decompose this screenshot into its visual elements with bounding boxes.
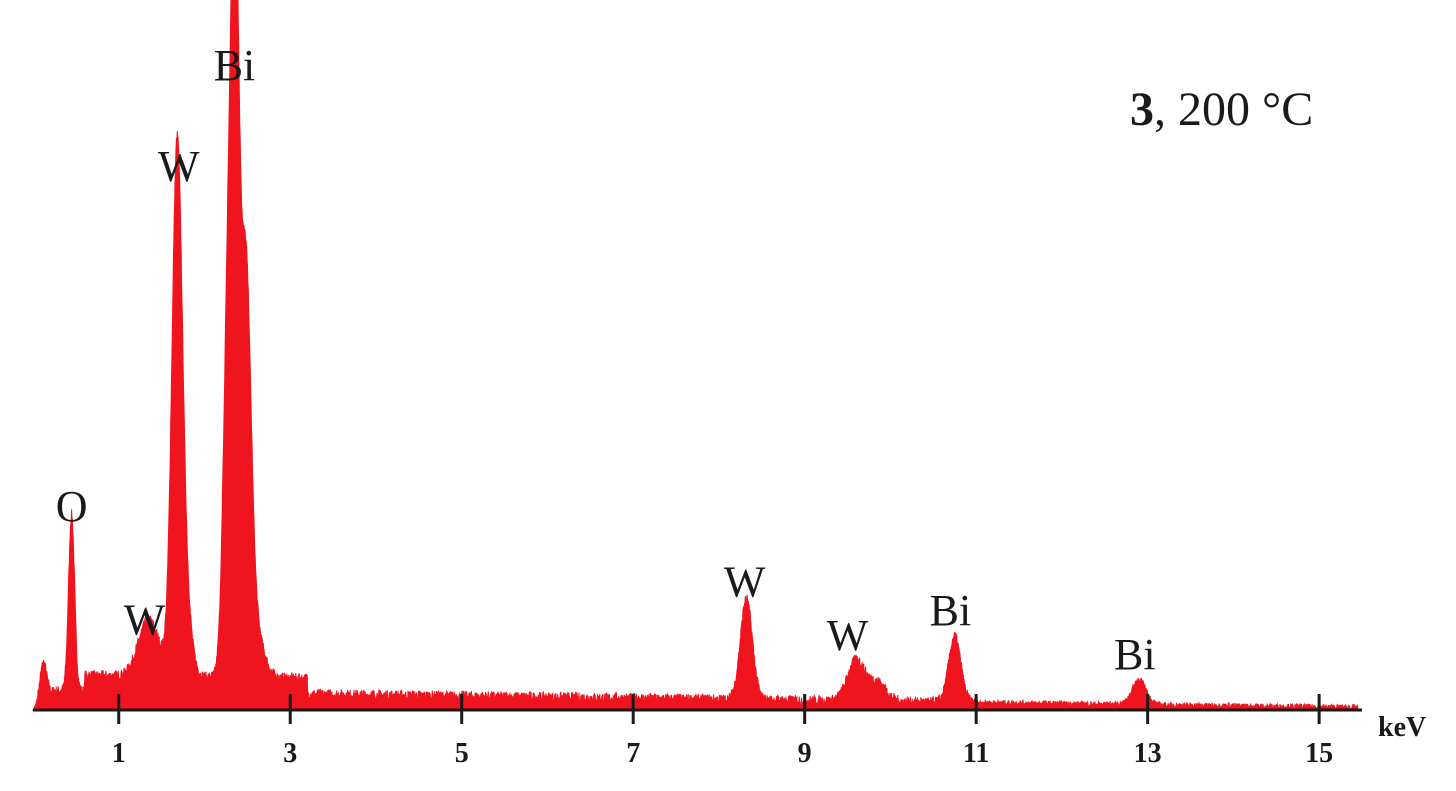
peak-labels: O W W Bi W W Bi Bi xyxy=(56,41,1156,679)
x-tick-label: 11 xyxy=(963,738,989,769)
x-tick-labels: 1 3 5 7 9 11 13 15 xyxy=(112,738,1333,769)
sample-number: 3 xyxy=(1130,83,1154,136)
peak-label: Bi xyxy=(930,586,972,635)
x-tick-label: 1 xyxy=(112,738,126,769)
x-tick-label: 7 xyxy=(626,738,640,769)
spectrum-area xyxy=(32,0,1359,711)
peak-label: Bi xyxy=(214,41,256,90)
sample-label: 3, 200 °C xyxy=(1130,83,1313,136)
x-tick-label: 15 xyxy=(1305,738,1333,769)
peak-label: W xyxy=(124,595,166,644)
sample-condition: , 200 °C xyxy=(1154,83,1313,136)
x-tick-label: 9 xyxy=(798,738,812,769)
peak-label: W xyxy=(827,611,869,660)
x-tick-label: 13 xyxy=(1134,738,1162,769)
x-axis-unit-label: keV xyxy=(1378,712,1426,743)
peak-label: Bi xyxy=(1114,630,1156,679)
peak-label: W xyxy=(158,142,200,191)
x-tick-label: 5 xyxy=(455,738,469,769)
peak-label: W xyxy=(724,558,766,607)
peak-label: O xyxy=(56,482,88,531)
x-tick-label: 3 xyxy=(283,738,297,769)
x-ticks xyxy=(117,694,1321,724)
